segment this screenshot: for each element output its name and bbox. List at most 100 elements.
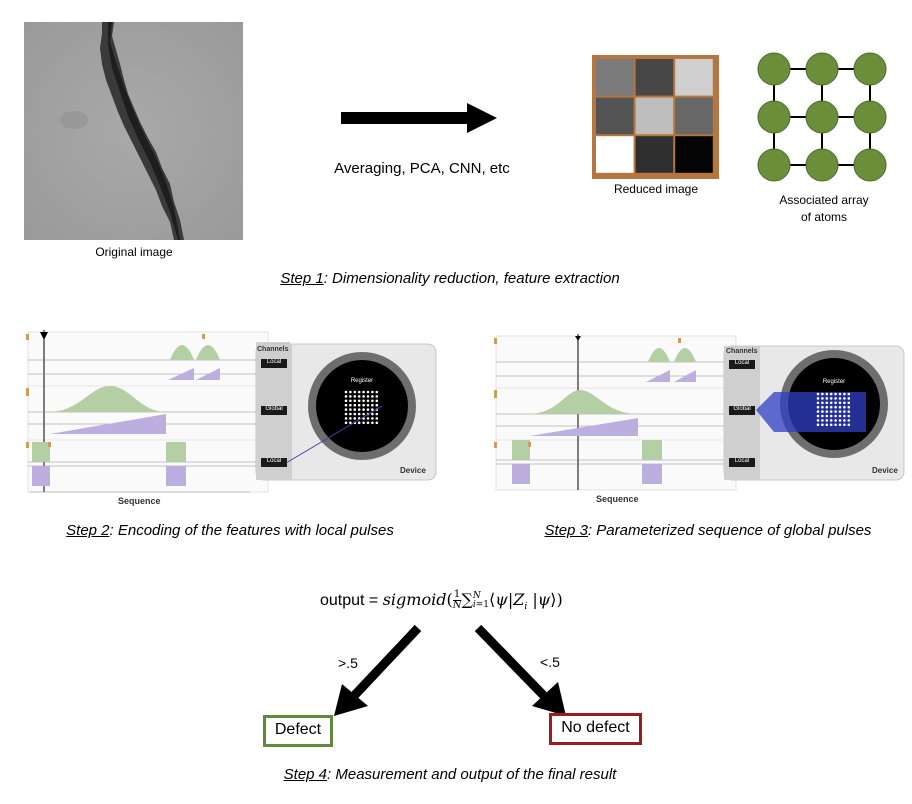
no-defect-result-box: No defect [549,713,642,745]
register-atom [371,399,374,403]
reduced-image-caption: Reduced image [613,182,699,196]
step2-label: Step 2: Encoding of the features with lo… [20,522,440,539]
register-atom [847,397,851,400]
register-atom [838,419,842,422]
step3-device-label: Device [872,466,898,475]
register-atom [371,395,374,398]
register-atom [829,410,833,413]
register-atom [349,421,352,425]
register-atom [344,399,348,403]
step3-local-chip-2: Local [734,458,750,464]
register-atom [838,405,842,409]
register-atom [349,395,352,398]
step1-label: Step 1: Dimensionality reduction, featur… [160,270,740,287]
register-atom [362,421,365,425]
register-atom [349,408,352,411]
register-atom [847,410,851,413]
register-atom [821,410,824,413]
register-atom [375,403,379,407]
atom-array-caption-line2: of atoms [800,210,848,224]
reduced-pixel [635,97,674,135]
register-atom [816,414,820,418]
step3-local-chip-1: Local [734,360,750,366]
register-atom [357,390,361,394]
register-atom [843,410,846,413]
formula-function: sigmoid [382,590,447,609]
step2-channels-label: Channels [257,346,289,353]
register-atom [829,423,833,427]
register-atom [816,423,820,427]
register-atom [829,397,833,400]
atom [853,100,887,134]
register-atom [362,390,365,394]
register-atom [834,401,837,405]
register-atom [357,403,361,407]
register-atom [366,399,370,403]
register-atom [357,412,361,416]
register-atom [825,410,829,413]
register-atom [366,421,370,425]
atom [805,52,839,86]
register-atom [375,390,379,394]
register-atom [357,421,361,425]
step3-sequence-label: Sequence [596,494,639,504]
step2-device-label: Device [400,466,426,475]
reduced-pixel [675,136,713,173]
register-atom [825,405,829,409]
right-threshold-label: <.5 [540,654,560,670]
reduced-pixel [596,59,634,96]
register-atom [843,414,846,418]
register-atom [344,412,348,416]
register-atom [834,405,837,409]
original-image-caption: Original image [95,245,173,259]
register-atom [847,401,851,405]
register-atom [344,390,348,394]
step2-sequence-label: Sequence [118,496,161,506]
step4-label-text: : Measurement and output of the final re… [327,766,617,783]
step2-pulse-panel: Sequence Channels Local Global Local Reg… [20,328,440,514]
register-atom [816,419,820,422]
register-atom [353,399,357,403]
register-atom [349,403,352,407]
register-atom [816,397,820,400]
atom-array-caption-line1: Associated array [779,193,869,207]
register-atom [375,399,379,403]
reduced-pixel [635,136,674,173]
right-arrow [341,103,497,133]
register-atom [821,419,824,422]
defect-result-box: Defect [263,715,333,747]
register-atom [834,414,837,418]
register-atom [344,408,348,411]
step3-pulse-panel: Sequence Channels Local Global Local Reg… [488,332,908,508]
register-atom [838,423,842,427]
register-atom [834,392,837,396]
register-atom [843,401,846,405]
step2-local-chip-1: Local [266,359,282,365]
step3-label-prefix: Step 3 [544,522,588,539]
step3-global-chip: Global [733,406,751,412]
atom [853,148,887,182]
register-atom [816,405,820,409]
register-atom [834,410,837,413]
register-atom [375,421,379,425]
register-atom [847,423,851,427]
register-atom [362,403,365,407]
reduction-methods-label: Averaging, PCA, CNN, etc [334,160,510,177]
register-atom [834,397,837,400]
register-atom [843,392,846,396]
register-atom [344,417,348,420]
register-atom [349,390,352,394]
register-atom [847,392,851,396]
register-atom [371,412,374,416]
step2-register-label: Register [350,378,374,384]
register-atom [843,423,846,427]
register-atom [371,390,374,394]
step3-label: Step 3: Parameterized sequence of global… [498,522,912,539]
register-atom [366,417,370,420]
register-atom [838,410,842,413]
register-atom [353,408,357,411]
register-atom [375,417,379,420]
atom-array [757,52,887,182]
register-atom [825,392,829,396]
register-atom [834,423,837,427]
